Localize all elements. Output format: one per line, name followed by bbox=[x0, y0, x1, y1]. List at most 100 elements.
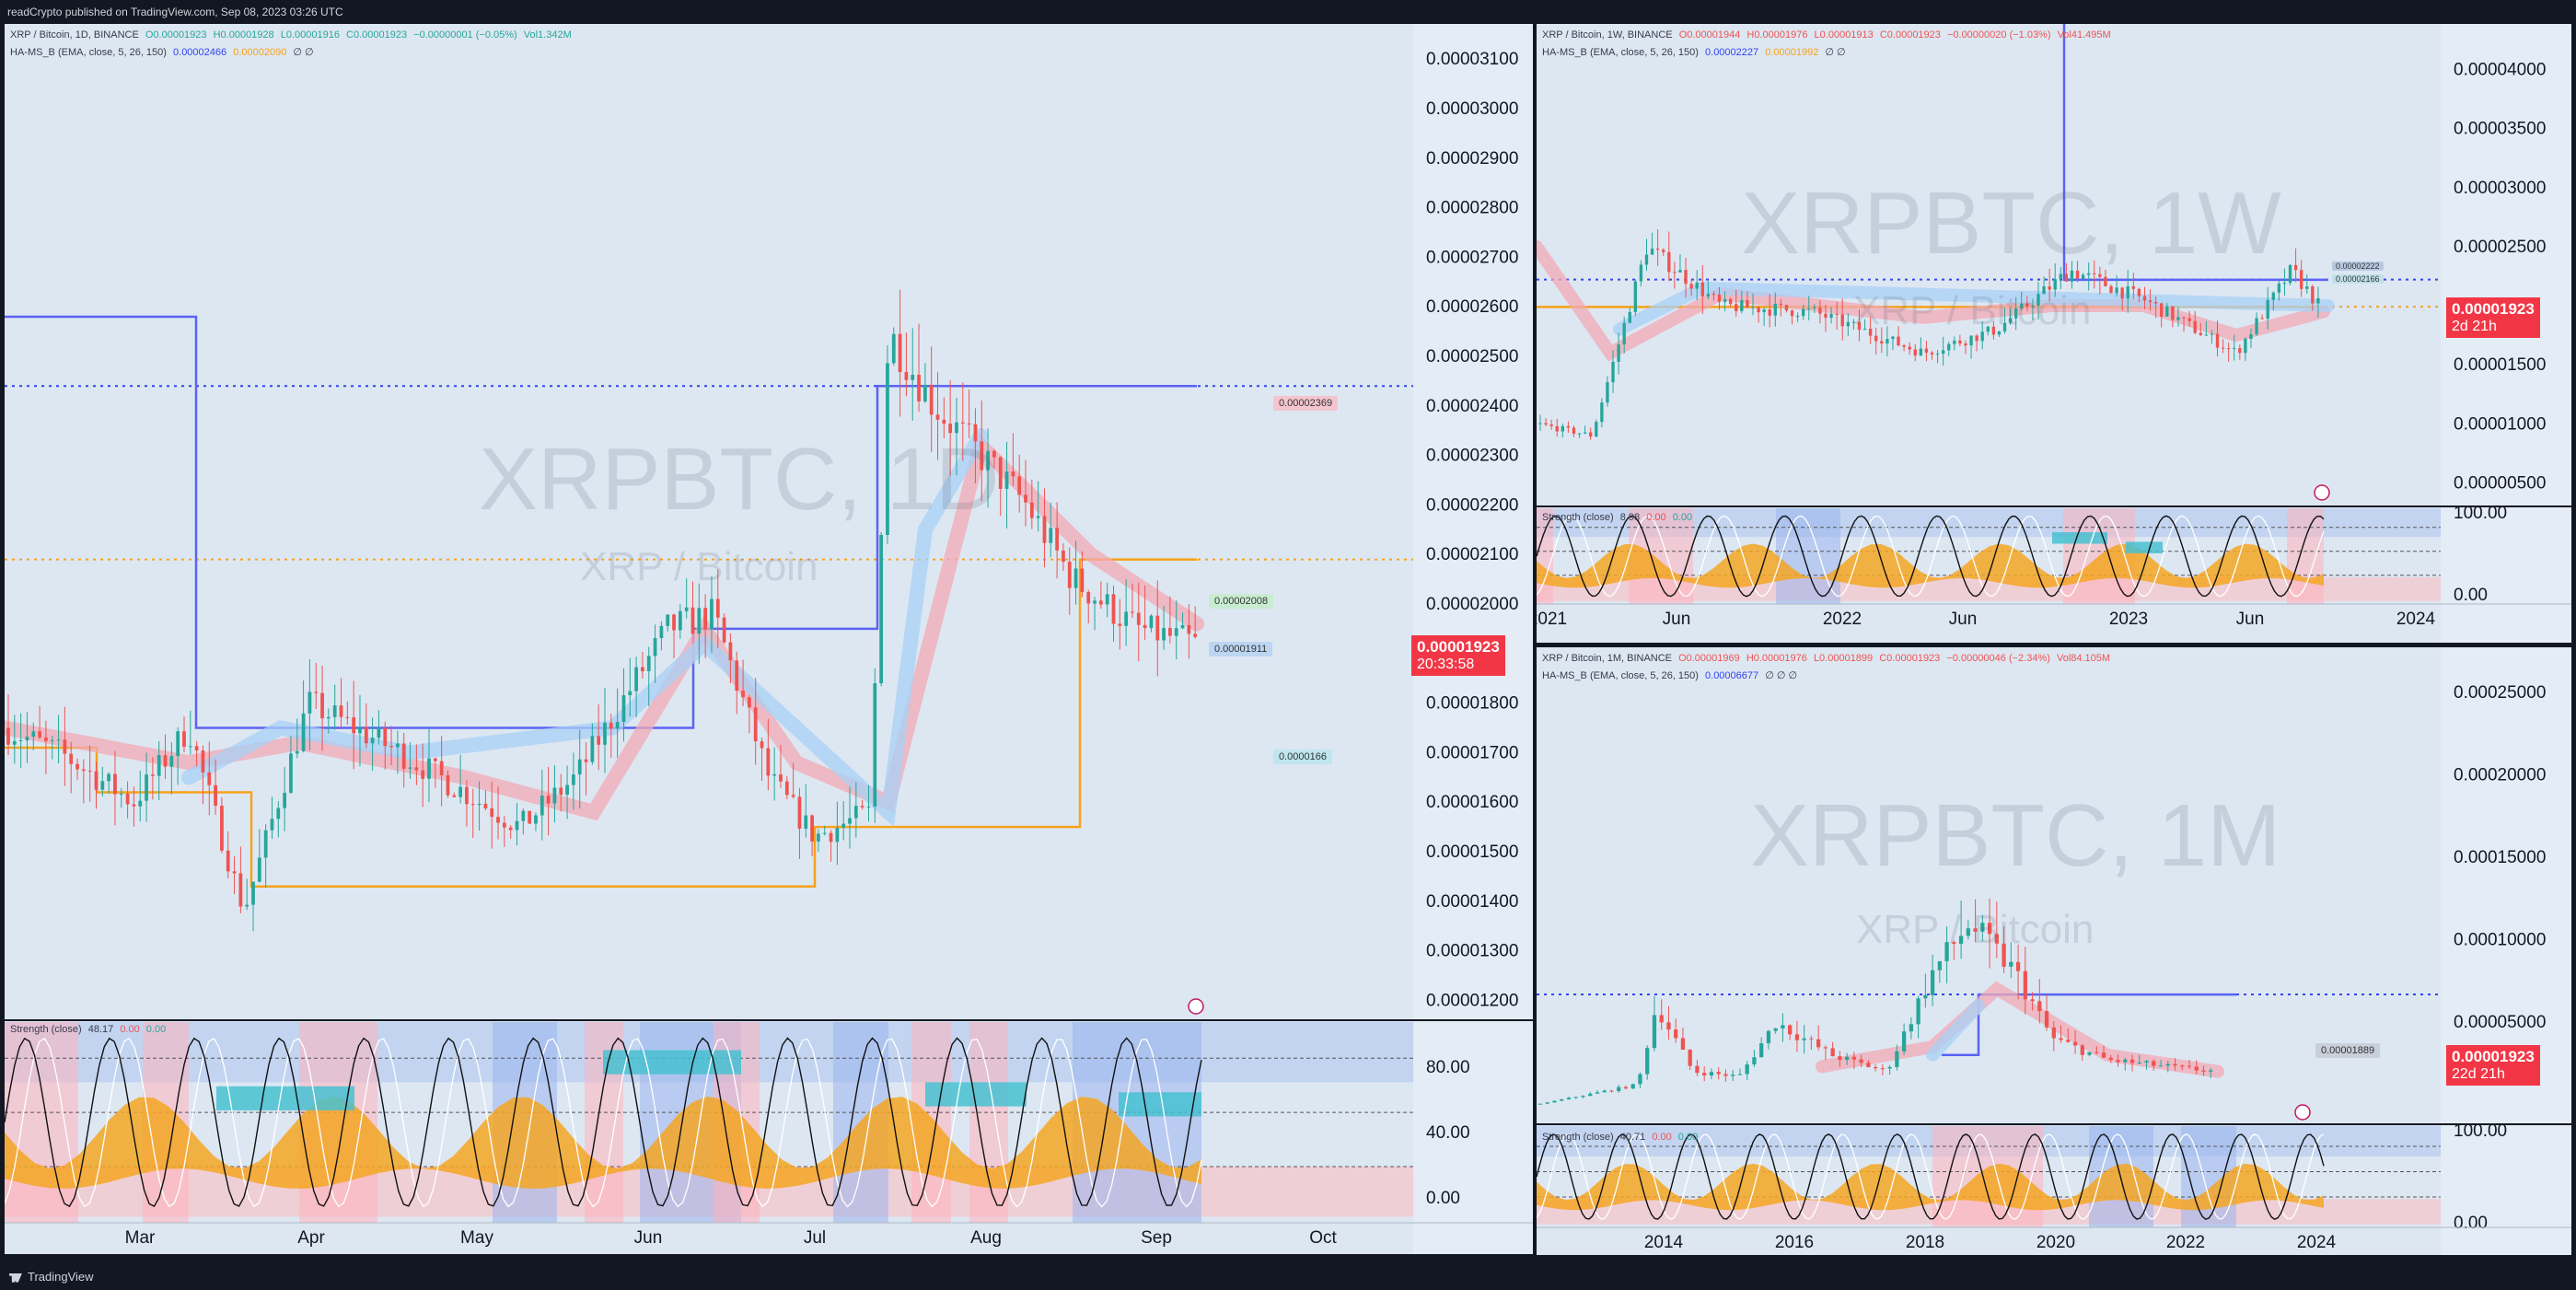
daily-candle-body bbox=[408, 767, 412, 769]
daily-strength-tick-label: 80.00 bbox=[1426, 1058, 1470, 1077]
weekly-strength-cyan-area bbox=[2052, 532, 2107, 544]
daily-candle-body bbox=[1187, 624, 1191, 634]
monthly-candle-body bbox=[2144, 1061, 2149, 1063]
monthly-symbol-title[interactable]: XRP / Bitcoin, 1M, BINANCE bbox=[1542, 653, 1673, 664]
daily-symbol-title[interactable]: XRP / Bitcoin, 1D, BINANCE bbox=[10, 29, 139, 41]
weekly-candle-body bbox=[1735, 304, 1738, 311]
weekly-indicator-name[interactable]: HA-MS_B (EMA, close, 5, 26, 150) bbox=[1542, 47, 1699, 58]
daily-strength-tick-label: 0.00 bbox=[1426, 1189, 1460, 1208]
daily-candle-body bbox=[684, 607, 689, 611]
daily-candle-body bbox=[955, 422, 958, 434]
daily-candle-body bbox=[552, 787, 557, 804]
monthly-candle-body bbox=[2194, 1066, 2199, 1071]
monthly-strength-label[interactable]: Strength (close) bbox=[1542, 1132, 1614, 1143]
weekly-symbol-title[interactable]: XRP / Bitcoin, 1W, BINANCE bbox=[1542, 29, 1673, 41]
weekly-candle-body bbox=[2126, 285, 2129, 299]
weekly-candle-body bbox=[1924, 348, 1929, 353]
monthly-candle-body bbox=[1838, 1056, 1842, 1061]
monthly-x-tick-label: 2024 bbox=[2297, 1233, 2337, 1252]
daily-volume: Vol1.342M bbox=[523, 29, 572, 41]
monthly-tag-a: 0.00001889 bbox=[2315, 1043, 2381, 1058]
daily-strength-val: 48.17 bbox=[87, 1024, 114, 1035]
weekly-strength-tick-label: 100.00 bbox=[2454, 504, 2507, 523]
weekly-chart-pane[interactable]: 0.00004000 0.00003500 0.00003000 0.00002500… bbox=[1537, 24, 2571, 643]
monthly-candle-body bbox=[2165, 1063, 2170, 1066]
monthly-strength-tick-label: 100.00 bbox=[2454, 1121, 2507, 1141]
weekly-candle-body bbox=[2081, 274, 2085, 279]
daily-candle-body bbox=[603, 722, 607, 745]
daily-candle-body bbox=[879, 534, 884, 684]
daily-candle-body bbox=[853, 806, 858, 819]
daily-candle-body bbox=[690, 607, 695, 634]
daily-candle-body bbox=[352, 716, 356, 734]
weekly-event-bolt-icon bbox=[2314, 484, 2330, 501]
daily-candle-body bbox=[433, 758, 437, 761]
weekly-candle-body bbox=[1802, 308, 1805, 317]
weekly-candle-body bbox=[1617, 344, 1620, 362]
weekly-candle-body bbox=[1695, 282, 1699, 289]
daily-price-value: 0.00001923 bbox=[1417, 638, 1500, 656]
weekly-candle-body bbox=[2210, 333, 2214, 335]
weekly-x-tick-label: 2021 bbox=[1537, 610, 1567, 629]
daily-chart-pane[interactable]: 0.00003100 0.00003000 0.00002900 0.00002800… bbox=[5, 24, 1533, 1254]
daily-strength-orange-area bbox=[5, 1096, 1201, 1189]
daily-candle-body bbox=[358, 726, 362, 734]
daily-y-tick-label: 0.00002700 bbox=[1426, 248, 1518, 267]
weekly-ind-sym: ∅ ∅ bbox=[1825, 47, 1846, 58]
monthly-y-tick-label: 0.00020000 bbox=[2454, 765, 2546, 784]
daily-candle-body bbox=[960, 422, 965, 424]
monthly-candle-body bbox=[2101, 1052, 2106, 1058]
daily-candle-body bbox=[25, 737, 29, 741]
daily-legend: XRP / Bitcoin, 1D, BINANCE O0.00001923 H… bbox=[10, 29, 575, 41]
monthly-candle-body bbox=[1844, 1056, 1850, 1061]
weekly-candle-body bbox=[2305, 286, 2309, 289]
weekly-blue-step-line bbox=[2062, 24, 2328, 282]
daily-candle-body bbox=[1080, 568, 1085, 592]
weekly-candle-body bbox=[2002, 322, 2007, 331]
daily-candle-body bbox=[307, 691, 312, 714]
daily-x-tick-label: Jul bbox=[804, 1228, 826, 1248]
daily-candle-body bbox=[917, 374, 921, 401]
footer-brand[interactable]: TradingView bbox=[28, 1270, 94, 1284]
monthly-candle-body bbox=[2087, 1052, 2092, 1055]
weekly-y-tick-label: 0.00001500 bbox=[2454, 355, 2546, 375]
weekly-candle-body bbox=[2042, 286, 2046, 295]
monthly-candle-body bbox=[2009, 961, 2013, 967]
daily-indicator-name[interactable]: HA-MS_B (EMA, close, 5, 26, 150) bbox=[10, 47, 167, 58]
daily-candle-body bbox=[572, 774, 575, 785]
publish-info: readCrypto published on TradingView.com,… bbox=[7, 6, 343, 18]
weekly-volume: Vol41.495M bbox=[2057, 29, 2111, 41]
daily-candle-body bbox=[634, 667, 638, 691]
monthly-candle-body bbox=[2015, 961, 2021, 971]
weekly-strength-legend: Strength (close) 8.98 0.00 0.00 bbox=[1542, 512, 1696, 523]
monthly-candle-body bbox=[1901, 1031, 1907, 1052]
monthly-candle-body bbox=[1937, 960, 1942, 970]
monthly-chart-pane[interactable]: 0.00025000 0.00020000 0.00015000 0.00010000… bbox=[1537, 647, 2571, 1255]
monthly-candle-body bbox=[1602, 1090, 1607, 1093]
weekly-candle-body bbox=[2300, 270, 2303, 289]
weekly-strength-white-line bbox=[1537, 515, 2325, 598]
weekly-candle-body bbox=[1829, 313, 1833, 319]
daily-candle-body bbox=[69, 753, 74, 764]
daily-candle-body bbox=[257, 857, 261, 882]
monthly-candle-body bbox=[1659, 1015, 1664, 1023]
daily-x-tick-label: Apr bbox=[297, 1228, 325, 1248]
weekly-ind-v2: 0.00001992 bbox=[1765, 47, 1819, 58]
tradingview-logo-icon bbox=[9, 1273, 22, 1283]
daily-candle-body bbox=[653, 638, 657, 657]
daily-candle-body bbox=[301, 713, 306, 751]
monthly-candle-body bbox=[1923, 994, 1928, 999]
daily-strength-label[interactable]: Strength (close) bbox=[10, 1024, 82, 1035]
daily-candle-body bbox=[12, 740, 17, 745]
monthly-candle-body bbox=[2152, 1061, 2156, 1066]
daily-candle-body bbox=[396, 743, 400, 748]
weekly-strength-label[interactable]: Strength (close) bbox=[1542, 512, 1614, 523]
weekly-candle-body bbox=[1768, 309, 1771, 316]
daily-candle-body bbox=[1149, 615, 1154, 629]
weekly-watermark-sub: XRP / Bitcoin bbox=[1853, 288, 2092, 333]
monthly-ind-v1: 0.00006677 bbox=[1705, 670, 1759, 681]
daily-candle-body bbox=[490, 808, 494, 818]
monthly-candle-body bbox=[2059, 1038, 2063, 1040]
monthly-candle-body bbox=[1666, 1022, 1671, 1030]
monthly-indicator-name[interactable]: HA-MS_B (EMA, close, 5, 26, 150) bbox=[1542, 670, 1699, 681]
